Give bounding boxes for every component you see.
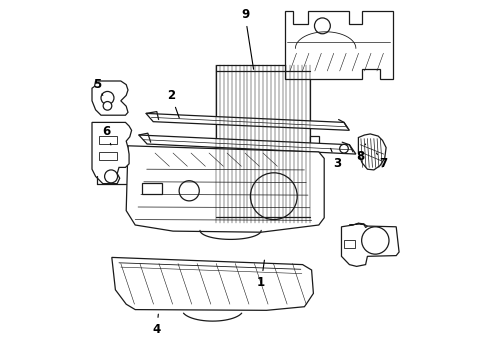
Bar — [99, 152, 117, 160]
Polygon shape — [139, 135, 356, 154]
Polygon shape — [285, 11, 392, 79]
Polygon shape — [92, 81, 128, 115]
Bar — [143, 183, 162, 194]
Bar — [99, 136, 117, 144]
Bar — [216, 65, 310, 223]
Text: 4: 4 — [153, 314, 161, 336]
Text: 7: 7 — [376, 153, 388, 170]
Polygon shape — [92, 122, 132, 184]
Polygon shape — [112, 257, 314, 310]
Text: 1: 1 — [257, 260, 265, 289]
Text: 9: 9 — [241, 8, 253, 69]
Text: 5: 5 — [93, 78, 103, 95]
Circle shape — [101, 91, 114, 104]
Text: 3: 3 — [331, 148, 341, 170]
Polygon shape — [146, 113, 349, 130]
Bar — [344, 240, 355, 248]
Circle shape — [340, 144, 348, 153]
Polygon shape — [358, 134, 386, 170]
Polygon shape — [342, 223, 399, 266]
Circle shape — [104, 170, 118, 183]
Circle shape — [315, 18, 330, 34]
Text: 2: 2 — [167, 89, 179, 118]
Circle shape — [250, 173, 297, 220]
Polygon shape — [310, 136, 319, 152]
Circle shape — [103, 102, 112, 110]
Text: 6: 6 — [102, 125, 111, 145]
Text: 8: 8 — [356, 144, 366, 163]
Circle shape — [179, 181, 199, 201]
Circle shape — [362, 227, 389, 254]
Polygon shape — [126, 146, 324, 232]
